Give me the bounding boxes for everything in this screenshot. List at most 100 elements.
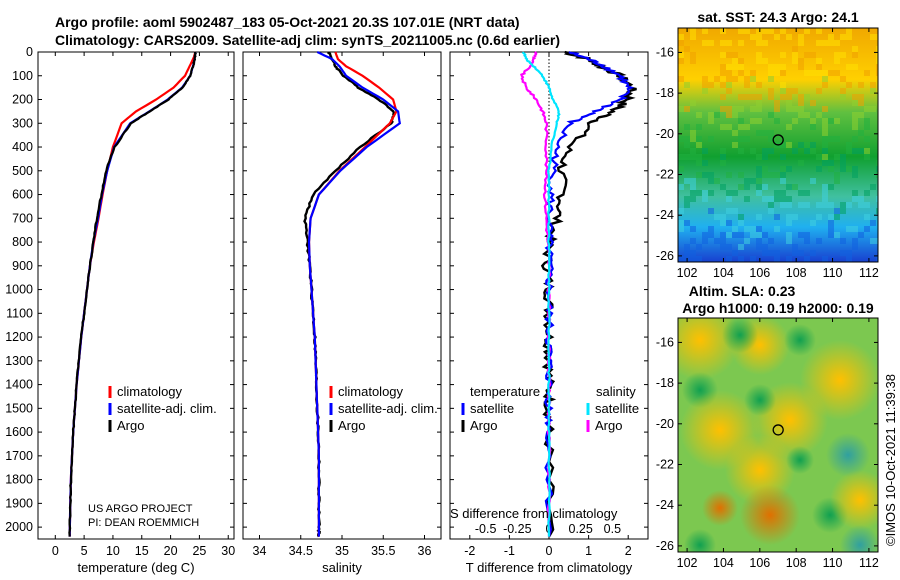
sst-pixel (690, 148, 696, 154)
temperature-argo-line (68, 51, 197, 537)
sst-pixel (798, 94, 804, 100)
sst-pixel (810, 250, 816, 256)
sst-pixel (756, 244, 762, 250)
temperature-legend: climatology satellite-adj. clim. Argo US… (88, 384, 217, 529)
sst-pixel (876, 160, 878, 166)
sst-pixel (834, 178, 840, 184)
sst-pixel (852, 172, 858, 178)
map-x-tick-label: 106 (749, 266, 770, 280)
difference-tick-label: 0 (546, 544, 553, 558)
sst-pixel (768, 202, 774, 208)
sst-pixel (840, 250, 846, 256)
sst-pixel (798, 34, 804, 40)
sst-pixel (804, 142, 810, 148)
sst-pixel (792, 88, 798, 94)
sst-pixel (720, 244, 726, 250)
sla-blob (786, 446, 814, 474)
sst-pixel (732, 52, 738, 58)
sst-pixel (822, 202, 828, 208)
temperature-axis-label: temperature (deg C) (77, 560, 194, 575)
sst-pixel (828, 160, 834, 166)
sst-pixel (720, 220, 726, 226)
sst-pixel (756, 58, 762, 64)
sst-pixel (876, 46, 878, 52)
project-note: US ARGO PROJECT (88, 503, 193, 515)
sst-pixel (720, 70, 726, 76)
legend-argo: Argo (338, 418, 365, 433)
sst-pixel (762, 250, 768, 256)
sst-pixel (798, 142, 804, 148)
sst-pixel (696, 136, 702, 142)
depth-tick-label: 2000 (5, 520, 33, 534)
depth-tick-label: 900 (12, 259, 33, 273)
sst-pixel (816, 202, 822, 208)
depth-tick-label: 1400 (5, 378, 33, 392)
sst-pixel (744, 82, 750, 88)
sst-pixel (768, 112, 774, 118)
sst-pixel (834, 40, 840, 46)
sst-pixel (708, 226, 714, 232)
sst-pixel (738, 136, 744, 142)
depth-tick-label: 500 (12, 164, 33, 178)
sst-pixel (696, 256, 702, 262)
sst-pixel (810, 148, 816, 154)
sst-pixel (690, 190, 696, 196)
sst-pixel (816, 40, 822, 46)
sst-pixel (744, 226, 750, 232)
sst-pixel (840, 202, 846, 208)
sst-pixel (768, 28, 774, 34)
sst-pixel (876, 166, 878, 172)
sst-pixel (798, 40, 804, 46)
sst-pixel (840, 76, 846, 82)
sst-pixel (828, 226, 834, 232)
sst-pixel (846, 142, 852, 148)
sst-pixel (876, 94, 878, 100)
sst-pixel (852, 46, 858, 52)
sst-pixel (786, 196, 792, 202)
sst-pixel (720, 124, 726, 130)
sst-pixel (840, 94, 846, 100)
sst-pixel (756, 52, 762, 58)
sla-texture (678, 318, 878, 552)
sst-pixel (744, 184, 750, 190)
sst-pixel (702, 148, 708, 154)
sst-pixel (786, 142, 792, 148)
sst-pixel (720, 82, 726, 88)
sst-pixel (792, 148, 798, 154)
sst-pixel (768, 238, 774, 244)
sst-pixel (786, 214, 792, 220)
sst-pixel (834, 208, 840, 214)
sst-pixel (846, 226, 852, 232)
legend-sal-satellite: satellite (595, 401, 639, 416)
difference-axis-label: T difference from climatology (466, 560, 633, 575)
sst-pixel (798, 106, 804, 112)
map-x-tick-label: 108 (786, 556, 807, 570)
sst-pixel (780, 88, 786, 94)
sst-pixel (690, 196, 696, 202)
diff-sal-satellite-line (521, 51, 561, 537)
sst-pixel (834, 172, 840, 178)
sst-pixel (690, 256, 696, 262)
sst-pixel (756, 184, 762, 190)
legend-sal-argo: Argo (595, 418, 622, 433)
map-x-tick-label: 102 (677, 266, 698, 280)
sst-pixel (852, 190, 858, 196)
sst-pixel (774, 100, 780, 106)
sst-pixel (690, 226, 696, 232)
temperature-tick-label: 5 (81, 544, 88, 558)
depth-tick-label: 1900 (5, 496, 33, 510)
sst-pixel (864, 190, 870, 196)
difference-tick-label: -2 (464, 544, 475, 558)
sst-pixel (810, 178, 816, 184)
depth-tick-label: 800 (12, 235, 33, 249)
sst-pixel (732, 64, 738, 70)
sst-pixel (810, 52, 816, 58)
sla-map-frame (677, 317, 879, 553)
sla-blob (784, 324, 816, 356)
sst-pixel (792, 184, 798, 190)
sst-pixel (822, 76, 828, 82)
sst-pixel (858, 202, 864, 208)
sst-pixel (684, 82, 690, 88)
sst-pixel (804, 190, 810, 196)
sst-pixel (852, 166, 858, 172)
